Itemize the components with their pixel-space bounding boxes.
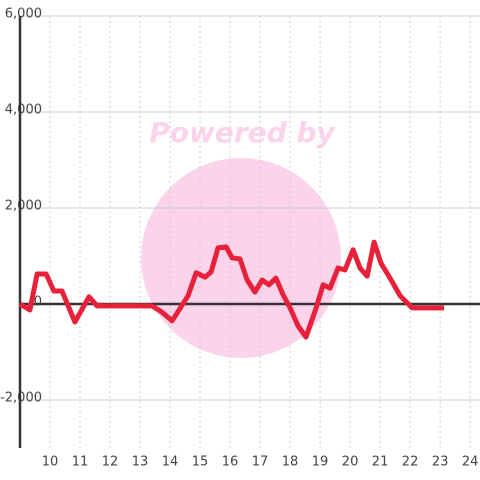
y-tick-label: 2,000 <box>5 199 42 214</box>
y-tick-label: 4,000 <box>5 103 42 118</box>
x-tick-label: 10 <box>42 455 59 470</box>
x-tick-label: 23 <box>432 455 449 470</box>
line-series <box>18 239 444 340</box>
x-tick-label: 15 <box>192 455 209 470</box>
x-tick-label: 14 <box>162 455 179 470</box>
x-tick-label: 13 <box>132 455 149 470</box>
x-tick-label: 21 <box>372 455 389 470</box>
x-tick-label: 24 <box>462 455 479 470</box>
x-tick-label: 11 <box>72 455 89 470</box>
x-tick-label: 17 <box>252 455 269 470</box>
x-tick-label: 19 <box>312 455 329 470</box>
y-tick-label: 6,000 <box>5 7 42 22</box>
x-tick-label: 12 <box>102 455 119 470</box>
x-tick-label: 18 <box>282 455 299 470</box>
y-tick-label: 0 <box>34 295 42 310</box>
x-tick-label: 22 <box>402 455 419 470</box>
x-tick-label: 20 <box>342 455 359 470</box>
watermark: Powered by <box>149 116 336 149</box>
x-tick-label: 16 <box>222 455 239 470</box>
